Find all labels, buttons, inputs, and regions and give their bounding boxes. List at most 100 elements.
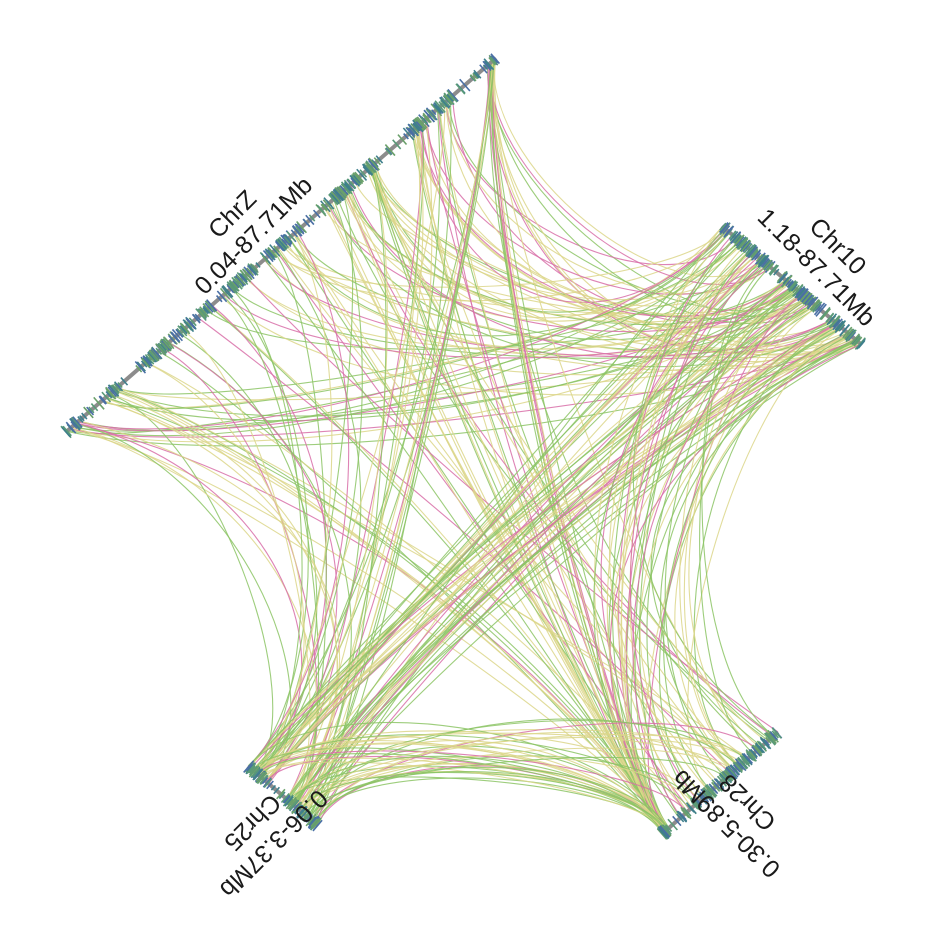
chrZ-gene-mark: [202, 307, 209, 315]
synteny-link: [314, 766, 669, 829]
chr28-gene-mark: [691, 801, 699, 810]
chrZ-gene-mark: [101, 391, 112, 403]
chrZ-gene-mark: [202, 303, 213, 315]
synteny-link: [294, 227, 725, 807]
chr10-gene-mark: [785, 278, 792, 287]
synteny-link: [699, 266, 771, 754]
chrZ-gene-mark: [135, 364, 143, 373]
chr28-gene-mark: [680, 806, 692, 820]
chr10-gene-mark: [719, 222, 727, 232]
chrZ-gene-mark: [134, 360, 147, 374]
chr10-gene-mark: [762, 259, 771, 269]
chr28-gene-mark: [733, 761, 743, 772]
chrZ-gene-mark: [368, 157, 380, 171]
chrZ-gene-mark: [403, 133, 409, 140]
chrZ-gene-mark: [179, 325, 188, 335]
chrZ-gene-mark: [343, 183, 352, 192]
chrZ-gene-mark: [70, 421, 78, 429]
chrZ-gene-mark: [415, 117, 427, 130]
synteny-link: [206, 279, 787, 350]
chr28-gene-mark: [741, 757, 748, 766]
synteny-link: [632, 236, 774, 737]
chrZ-gene-mark: [291, 225, 303, 237]
chrZ-gene-mark: [269, 244, 281, 257]
chr28-gene-mark: [725, 767, 737, 780]
synteny-link: [259, 191, 354, 777]
chrZ-gene-mark: [264, 248, 276, 261]
synteny-link: [372, 165, 741, 767]
chr28-gene-mark: [713, 778, 725, 790]
chr28-gene-mark: [771, 727, 782, 739]
chrZ-gene-mark: [185, 321, 193, 329]
chrZ-gene-mark: [216, 290, 228, 303]
chrZ-gene-mark: [295, 223, 305, 234]
chr10-gene-mark: [735, 236, 745, 247]
chrZ-gene-mark: [226, 281, 238, 294]
synteny-links: [66, 58, 862, 835]
chr28-gene-mark: [705, 786, 716, 797]
chr10-gene-mark: [740, 240, 752, 253]
chrZ-gene-mark: [322, 199, 333, 210]
chr25-gene-mark: [270, 784, 277, 791]
chrZ-gene-mark: [195, 308, 207, 322]
chrZ-range-label: 0.04-87.71Mb: [189, 171, 318, 300]
chrZ-gene-mark: [412, 119, 424, 133]
chrZ-gene-mark: [185, 318, 196, 330]
chrZ-gene-mark: [459, 78, 471, 92]
chr10-gene-mark: [786, 280, 794, 288]
chr25-gene-mark: [282, 794, 294, 807]
chr10-gene-mark: [852, 335, 861, 346]
chr10-gene-mark: [779, 273, 786, 281]
synteny-link: [252, 285, 794, 771]
chr28-gene-mark: [754, 745, 762, 754]
chr25-gene-mark: [293, 804, 303, 814]
chrZ-gene-mark: [479, 64, 488, 74]
chrZ-gene-mark: [159, 340, 170, 353]
synteny-link: [291, 720, 747, 805]
chrZ-gene-mark: [255, 262, 261, 268]
synteny-link: [287, 327, 843, 801]
synteny-link: [254, 233, 333, 773]
chr28-gene-mark: [734, 758, 747, 772]
chrZ-gene-mark: [105, 390, 113, 399]
chr28-gene-mark: [721, 771, 732, 784]
synteny-link: [264, 259, 664, 834]
chrZ-gene-mark: [160, 343, 167, 351]
chr25-gene-mark: [283, 795, 291, 804]
chrZ-gene-mark: [489, 56, 497, 65]
chr10-gene-mark: [782, 276, 791, 286]
synteny-link: [489, 63, 771, 285]
synteny-link: [299, 755, 696, 811]
chr25-gene-mark: [312, 819, 323, 832]
chr10-gene-mark: [828, 315, 840, 328]
chrZ-gene-mark: [136, 361, 146, 372]
chrZ-gene-mark: [331, 190, 342, 203]
synteny-link: [314, 97, 452, 824]
chr10-gene-mark: [849, 333, 861, 345]
chr25-gene-mark: [289, 800, 298, 810]
chrZ-gene-mark: [353, 174, 361, 184]
chr10-gene-mark: [788, 281, 799, 293]
synteny-link: [344, 189, 665, 833]
chrZ-gene-mark: [147, 351, 157, 363]
synteny-link: [490, 61, 862, 368]
chrZ-gene-mark: [241, 272, 249, 281]
chr25-gene-mark: [248, 765, 258, 776]
chrZ-gene-mark: [488, 57, 497, 66]
chrZ-gene-mark: [490, 55, 499, 64]
chrZ-gene-mark: [286, 231, 296, 242]
chrZ-gene-mark: [447, 88, 459, 102]
chr28-gene-mark: [759, 736, 772, 750]
chr28-gene-mark: [724, 768, 736, 780]
chr10-gene-mark: [798, 290, 807, 300]
chr28-gene-mark: [659, 825, 671, 838]
chr10-gene-mark: [732, 233, 739, 242]
synteny-link: [639, 335, 852, 798]
chrZ-gene-mark: [340, 181, 353, 195]
chr25-gene-mark: [305, 813, 317, 827]
synteny-link: [490, 62, 669, 829]
chr28-gene-mark: [743, 755, 751, 763]
chrZ-gene-mark: [234, 275, 245, 287]
chrZ-gene-mark: [339, 185, 349, 195]
chrZ-gene-mark: [140, 360, 148, 368]
